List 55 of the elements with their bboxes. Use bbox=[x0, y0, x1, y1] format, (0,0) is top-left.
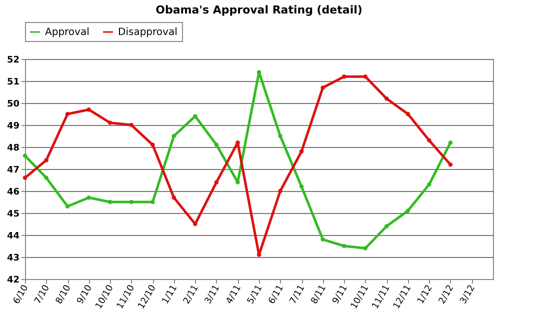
point bbox=[299, 184, 304, 189]
point bbox=[278, 134, 282, 138]
point bbox=[193, 114, 198, 118]
legend-label: Disapproval bbox=[118, 27, 178, 38]
point bbox=[108, 200, 112, 204]
y-tick-label: 52 bbox=[6, 56, 20, 66]
point bbox=[214, 180, 219, 184]
y-tick-label: 51 bbox=[6, 78, 20, 88]
point bbox=[320, 237, 325, 242]
point bbox=[406, 112, 410, 116]
y-tick-label: 48 bbox=[6, 144, 20, 154]
point bbox=[172, 134, 176, 138]
point bbox=[44, 176, 48, 180]
y-tick-label: 43 bbox=[6, 254, 20, 264]
point bbox=[65, 204, 70, 209]
y-tick-label: 45 bbox=[6, 210, 20, 220]
point bbox=[363, 74, 368, 79]
point bbox=[299, 149, 304, 154]
point bbox=[214, 142, 219, 147]
point bbox=[150, 200, 155, 204]
point bbox=[22, 154, 28, 158]
point bbox=[129, 122, 134, 128]
y-tick-label: 44 bbox=[6, 232, 20, 242]
point bbox=[363, 246, 368, 250]
point bbox=[22, 176, 28, 180]
point bbox=[384, 224, 389, 228]
point bbox=[256, 70, 262, 74]
y-tick-label: 49 bbox=[6, 122, 20, 132]
y-tick-label: 47 bbox=[6, 166, 20, 176]
point bbox=[86, 107, 91, 112]
point bbox=[406, 208, 410, 213]
point bbox=[278, 188, 282, 194]
point bbox=[65, 112, 70, 116]
y-tick-label: 46 bbox=[6, 188, 20, 198]
point bbox=[44, 158, 48, 162]
point bbox=[236, 140, 240, 145]
point bbox=[427, 182, 432, 187]
y-tick-label: 42 bbox=[6, 276, 20, 286]
chart-title: Obama's Approval Rating (detail) bbox=[156, 4, 362, 16]
point bbox=[150, 142, 155, 147]
point bbox=[342, 244, 346, 248]
point bbox=[108, 120, 112, 125]
point bbox=[86, 195, 91, 200]
point bbox=[448, 140, 453, 145]
point bbox=[256, 252, 262, 257]
point bbox=[448, 162, 453, 167]
point bbox=[342, 74, 346, 79]
point bbox=[172, 195, 176, 200]
point bbox=[129, 200, 134, 204]
point bbox=[320, 85, 325, 90]
y-tick-label: 50 bbox=[6, 100, 20, 110]
legend-label: Approval bbox=[45, 27, 90, 38]
point bbox=[236, 180, 240, 184]
point bbox=[427, 138, 432, 143]
point bbox=[384, 96, 389, 101]
